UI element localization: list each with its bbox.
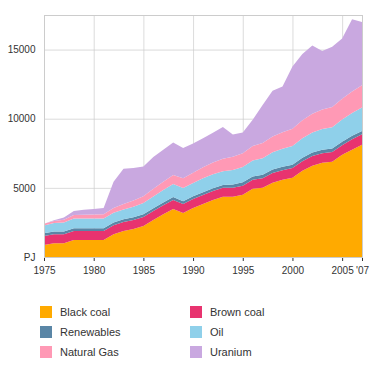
- svg-text:PJ: PJ: [24, 252, 36, 263]
- html-text:Black coal: Black coal: [60, 306, 111, 318]
- html-text:Oil: Oil: [210, 326, 224, 338]
- html-text:Natural Gas: Natural Gas: [60, 346, 119, 358]
- html-text:Uranium: Uranium: [210, 346, 252, 358]
- svg-text:10000: 10000: [8, 113, 36, 124]
- svg-text:1975: 1975: [33, 265, 56, 276]
- html-text:Renewables: Renewables: [60, 326, 121, 338]
- svg-text:1995: 1995: [232, 265, 255, 276]
- svg-text:2005: 2005: [332, 265, 355, 276]
- svg-text:1990: 1990: [182, 265, 205, 276]
- svg-text:'07: '07: [356, 265, 369, 276]
- html-text:Brown coal: Brown coal: [210, 306, 265, 318]
- svg-text:15000: 15000: [8, 44, 36, 55]
- svg-text:2000: 2000: [282, 265, 305, 276]
- svg-text:1985: 1985: [133, 265, 156, 276]
- svg-text:1980: 1980: [83, 265, 106, 276]
- svg-text:5000: 5000: [13, 183, 36, 194]
